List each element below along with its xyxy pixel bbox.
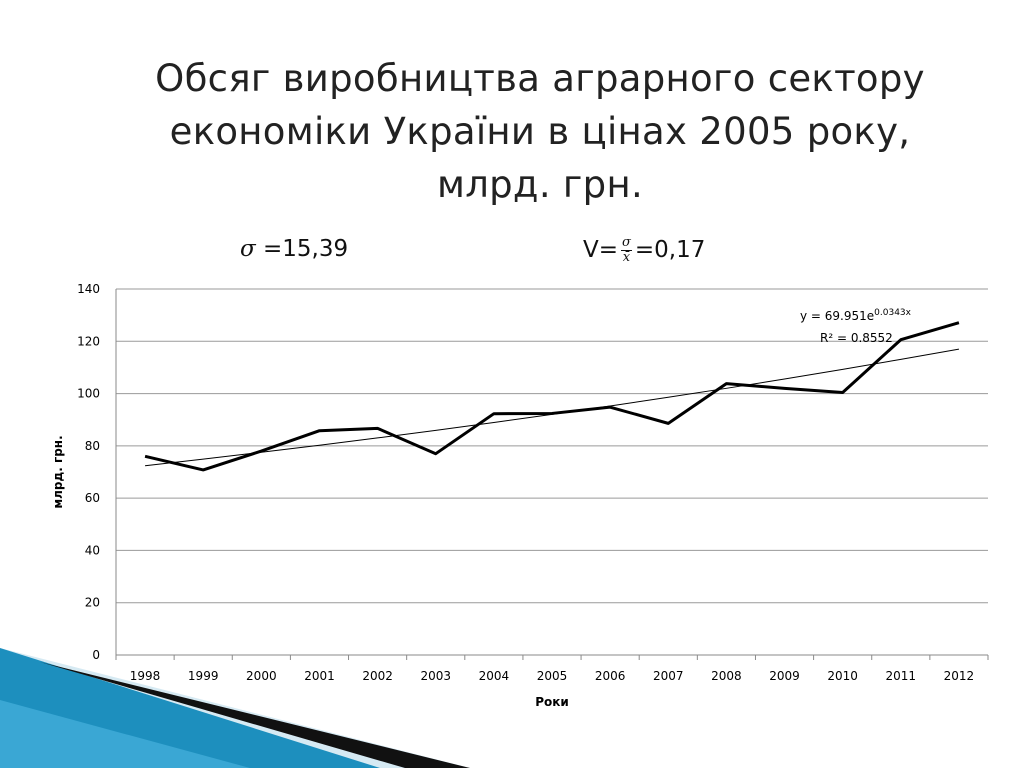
y-tick-label: 140 — [77, 282, 100, 296]
cv-fraction: σ x̄ — [621, 236, 632, 265]
trendline-r-squared: R² = 0.8552 — [820, 331, 893, 345]
title-line-3: млрд. грн. — [436, 163, 644, 206]
x-tick-label: 1998 — [130, 669, 161, 683]
x-tick-label: 2010 — [827, 669, 858, 683]
y-tick-labels: 0 20 40 60 80 100 120 140 — [77, 282, 100, 662]
x-tick-label: 2011 — [886, 669, 917, 683]
x-tick-label: 2005 — [537, 669, 568, 683]
x-tick-label: 2007 — [653, 669, 684, 683]
cv-fraction-numerator: σ — [621, 235, 632, 251]
cv-prefix: V= — [583, 237, 619, 263]
cv-fraction-denominator: x̄ — [622, 250, 631, 265]
y-tick-label: 100 — [77, 387, 100, 401]
y-tick-label: 20 — [85, 596, 100, 610]
x-tick-label: 2008 — [711, 669, 742, 683]
x-tick-labels: 1998 1999 2000 2001 2002 2003 2004 2005 2006 2007… — [130, 669, 974, 683]
cv-value: =0,17 — [634, 237, 706, 263]
trendline-equation: y = 69.951e0.0343x — [800, 308, 912, 323]
decor-mid-wedge — [0, 700, 250, 768]
y-tick-label: 40 — [85, 543, 100, 557]
x-axis-label: Роки — [535, 695, 569, 709]
sigma-symbol: σ — [240, 236, 256, 262]
y-axis-label: млрд. грн. — [51, 435, 65, 508]
trendline-equation-base: y = 69.951e — [800, 309, 874, 323]
x-tick-label: 2004 — [479, 669, 510, 683]
sigma-value: =15,39 — [263, 236, 349, 262]
x-tick-label: 2001 — [304, 669, 335, 683]
variation-coefficient-stat: V= σ x̄ =0,17 — [583, 236, 705, 265]
x-tick-label: 2009 — [769, 669, 800, 683]
slide-title: Обсяг виробництва аграрного сектору екон… — [110, 52, 970, 211]
decor-dark-stripe — [40, 662, 470, 768]
y-tick-label: 0 — [92, 648, 100, 662]
y-tick-label: 120 — [77, 334, 100, 348]
title-line-1: Обсяг виробництва аграрного сектору — [155, 57, 925, 100]
x-tick-label: 1999 — [188, 669, 219, 683]
x-tick-label: 2012 — [944, 669, 975, 683]
x-tick-label: 2002 — [362, 669, 393, 683]
axes — [115, 289, 989, 660]
title-line-2: економіки України в цінах 2005 року, — [169, 110, 911, 153]
series-line — [144, 321, 960, 472]
x-tick-label: 2006 — [595, 669, 626, 683]
x-tick-label: 2000 — [246, 669, 277, 683]
x-tick-label: 2003 — [420, 669, 451, 683]
y-tick-label: 60 — [85, 491, 100, 505]
series-layer — [144, 321, 960, 472]
y-tick-label: 80 — [85, 439, 100, 453]
std-deviation-stat: σ =15,39 — [240, 236, 348, 262]
trendline-equation-exponent: 0.0343x — [874, 308, 911, 318]
